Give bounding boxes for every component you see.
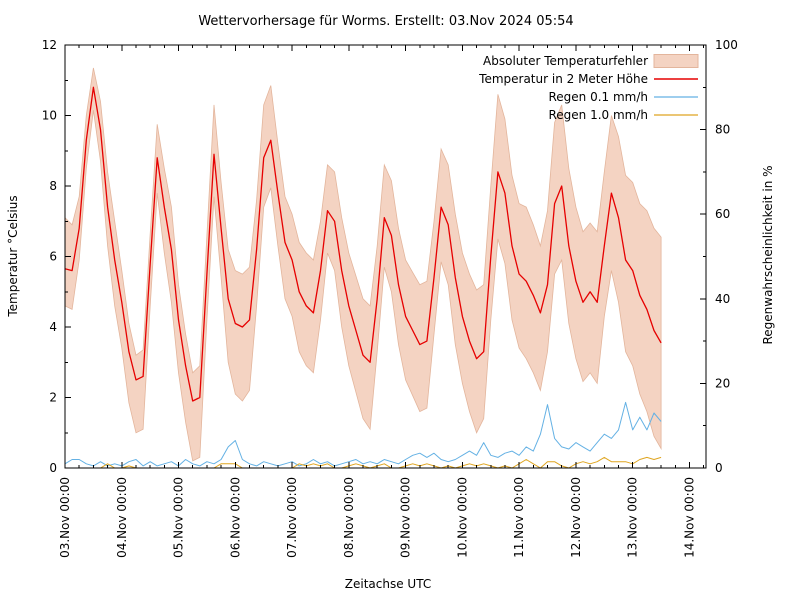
y-left-tick-label: 2 (49, 391, 57, 405)
temp-error-band (64, 67, 662, 462)
x-tick-label: 09.Nov 00:00 (399, 477, 413, 558)
y-left-tick-label: 12 (42, 38, 57, 52)
x-axis-label: Zeitachse UTC (345, 577, 431, 591)
y-left-tick-label: 4 (49, 320, 57, 334)
temperature-line (64, 86, 662, 402)
y-left-tick-label: 8 (49, 179, 57, 193)
y-right-tick-label: 0 (715, 461, 723, 475)
y-right-tick-label: 100 (715, 38, 738, 52)
plot-series (64, 67, 662, 469)
x-tick-label: 05.Nov 00:00 (172, 477, 186, 558)
legend-label-rain-10-line: Regen 1.0 mm/h (548, 108, 648, 122)
chart-title: Wettervorhersage für Worms. Erstellt: 03… (198, 14, 573, 29)
y-right-tick-label: 80 (715, 123, 730, 137)
chart-legend: Absoluter Temperaturfehler Temperatur in … (478, 54, 699, 122)
x-tick-label: 03.Nov 00:00 (58, 477, 72, 558)
y-tick-labels: 0 2 4 6 8 10 12 0 20 40 60 80 100 (42, 38, 738, 475)
y-left-axis-label: Temperatur °Celsius (6, 195, 20, 317)
legend-label-temperature-line: Temperatur in 2 Meter Höhe (478, 72, 648, 86)
x-tick-label: 07.Nov 00:00 (285, 477, 299, 558)
x-tick-label: 12.Nov 00:00 (569, 477, 583, 558)
legend-swatch-band (653, 54, 699, 68)
x-tick-label: 04.Nov 00:00 (115, 477, 129, 558)
axis-ticks (64, 44, 706, 469)
x-tick-label: 06.Nov 00:00 (228, 477, 242, 558)
y-left-tick-label: 0 (49, 461, 57, 475)
x-tick-label: 13.Nov 00:00 (626, 477, 640, 558)
y-right-tick-label: 60 (715, 207, 730, 221)
y-right-axis-label: Regenwahrscheinlichkeit in % (761, 165, 775, 344)
y-left-tick-label: 10 (42, 109, 57, 123)
rain-01-line (64, 401, 662, 467)
x-tick-labels: 03.Nov 00:00 04.Nov 00:00 05.Nov 00:00 06.N… (58, 477, 696, 558)
x-tick-label: 08.Nov 00:00 (342, 477, 356, 558)
x-tick-label: 10.Nov 00:00 (455, 477, 469, 558)
y-left-tick-label: 6 (49, 250, 57, 264)
legend-label-temp-error-band: Absoluter Temperaturfehler (483, 54, 648, 68)
x-tick-label: 14.Nov 00:00 (682, 477, 696, 558)
y-right-tick-label: 20 (715, 376, 730, 390)
legend-label-rain-01-line: Regen 0.1 mm/h (548, 90, 648, 104)
x-tick-label: 11.Nov 00:00 (512, 477, 526, 558)
y-right-tick-label: 40 (715, 292, 730, 306)
